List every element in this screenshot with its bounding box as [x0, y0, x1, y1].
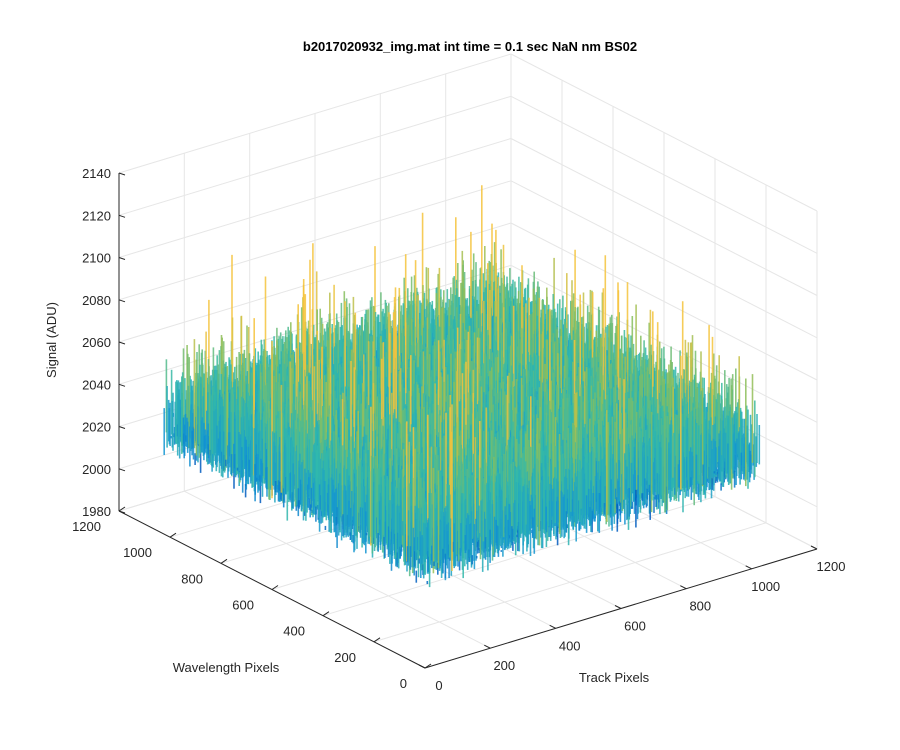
gridline-z-back: [118, 222, 512, 343]
surface-mesh: [163, 185, 761, 588]
gridline-z-back: [118, 264, 512, 385]
gridline-z-back: [118, 180, 512, 301]
gridline-z-side: [510, 264, 818, 423]
gridline-z-back: [118, 53, 512, 174]
gridline-z-side: [510, 222, 818, 381]
gridline-z-side: [510, 180, 818, 339]
gridline-z-side: [510, 95, 818, 254]
gridline-z-side: [510, 138, 818, 296]
gridline-z-side: [510, 53, 818, 212]
gridline-z-back: [118, 138, 512, 258]
gridline-y-floor: [373, 522, 767, 643]
gridline-z-back: [118, 95, 512, 216]
